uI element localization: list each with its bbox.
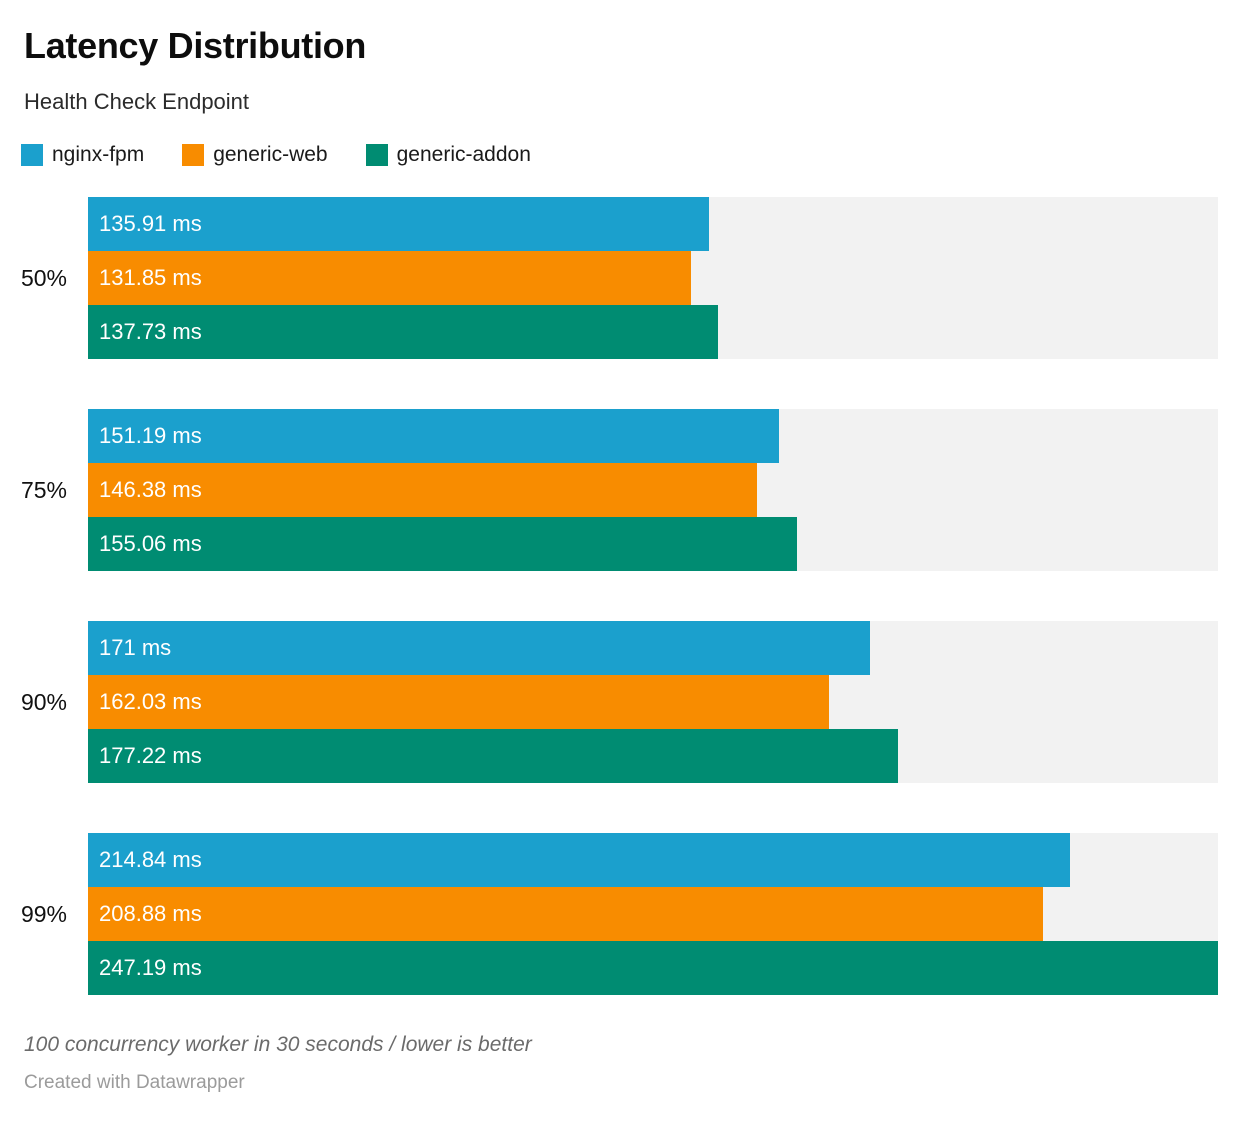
legend-label: generic-addon <box>396 143 531 167</box>
bar-value-label: 137.73 ms <box>99 319 202 345</box>
legend-swatch-icon <box>182 144 205 167</box>
category-label: 50% <box>20 265 67 292</box>
bar-group-75%: 75% 151.19 ms 146.38 ms 155.06 ms <box>21 409 1218 572</box>
legend-item-generic-addon: generic-addon <box>365 143 531 167</box>
bar-value-label: 247.19 ms <box>99 955 202 981</box>
chart-legend: nginx-fpm generic-web generic-addon <box>21 143 1216 167</box>
chart-footer: 100 concurrency worker in 30 seconds / l… <box>24 1033 1216 1094</box>
bar-value-label: 146.38 ms <box>99 477 202 503</box>
legend-swatch-icon <box>365 144 388 167</box>
bar-value-label: 171 ms <box>99 635 172 661</box>
chart-title: Latency Distribution <box>24 25 367 66</box>
legend-swatch-icon <box>21 144 43 167</box>
footnote: 100 concurrency worker in 30 seconds / l… <box>24 1033 532 1057</box>
legend-item-nginx-fpm: nginx-fpm <box>21 143 144 167</box>
bar-nginx-fpm-75%: 151.19 ms <box>88 409 780 464</box>
bar-generic-web-75%: 146.38 ms <box>88 463 758 518</box>
bar-group-90%: 90% 171 ms 162.03 ms 177.22 ms <box>21 621 1218 784</box>
category-label: 90% <box>20 689 67 716</box>
bar-generic-web-90%: 162.03 ms <box>88 675 829 730</box>
bar-value-label: 214.84 ms <box>99 847 202 873</box>
bar-generic-addon-99%: 247.19 ms <box>88 941 1218 996</box>
bar-generic-addon-75%: 155.06 ms <box>88 517 797 572</box>
bar-group-99%: 99% 214.84 ms 208.88 ms 247.19 ms <box>21 833 1218 996</box>
bar-value-label: 151.19 ms <box>99 423 202 449</box>
category-label: 75% <box>20 477 67 504</box>
datawrapper-credit-link[interactable]: Created with Datawrapper <box>24 1072 245 1094</box>
chart-subtitle: Health Check Endpoint <box>24 89 250 115</box>
bar-generic-addon-90%: 177.22 ms <box>88 729 899 784</box>
bar-value-label: 131.85 ms <box>99 265 202 291</box>
bar-value-label: 135.91 ms <box>99 211 202 237</box>
bar-value-label: 162.03 ms <box>99 689 202 715</box>
bar-generic-web-50%: 131.85 ms <box>88 251 691 306</box>
legend-label: generic-web <box>213 143 328 167</box>
bar-generic-addon-50%: 137.73 ms <box>88 305 718 360</box>
bar-nginx-fpm-99%: 214.84 ms <box>88 833 1071 888</box>
chart-header: Latency Distribution Health Check Endpoi… <box>0 0 1240 115</box>
legend-item-generic-web: generic-web <box>182 143 328 167</box>
bar-nginx-fpm-50%: 135.91 ms <box>88 197 710 252</box>
bar-chart-plot-area: 50% 135.91 ms 131.85 ms 137.73 ms 75% 151.19 … <box>21 197 1218 996</box>
bar-nginx-fpm-90%: 171 ms <box>88 621 870 676</box>
bar-value-label: 208.88 ms <box>99 901 202 927</box>
category-label: 99% <box>20 901 67 928</box>
bar-group-50%: 50% 135.91 ms 131.85 ms 137.73 ms <box>21 197 1218 360</box>
bar-value-label: 177.22 ms <box>99 743 202 769</box>
legend-label: nginx-fpm <box>52 143 145 167</box>
bar-generic-web-99%: 208.88 ms <box>88 887 1043 942</box>
bar-value-label: 155.06 ms <box>99 531 202 557</box>
